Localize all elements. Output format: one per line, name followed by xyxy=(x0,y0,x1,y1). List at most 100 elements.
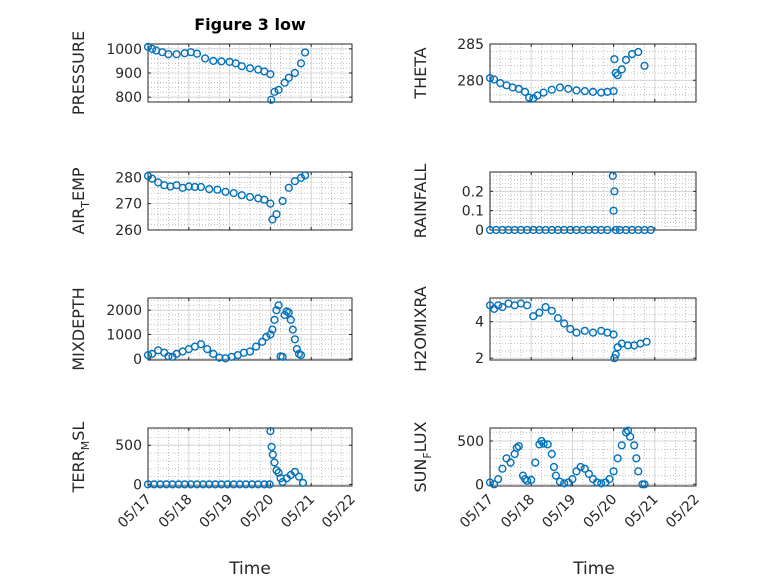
data-point xyxy=(634,47,643,57)
data-point xyxy=(292,345,302,354)
data-point xyxy=(630,441,639,450)
data-point xyxy=(609,330,618,339)
data-point xyxy=(621,55,631,65)
data-point xyxy=(485,478,495,487)
data-point xyxy=(502,454,511,463)
data-point xyxy=(527,475,536,485)
data-point xyxy=(237,62,246,71)
y-axis-label: TERRMSL xyxy=(69,422,92,494)
data-point xyxy=(592,478,602,487)
axes-box xyxy=(489,427,697,487)
data-point xyxy=(290,467,300,477)
data-point xyxy=(260,195,269,204)
data-point xyxy=(572,328,581,337)
data-point xyxy=(266,330,275,339)
data-point xyxy=(296,59,306,68)
data-point xyxy=(646,225,655,235)
data-point xyxy=(512,443,521,453)
axes-box xyxy=(489,297,697,361)
data-point xyxy=(196,340,206,349)
data-point xyxy=(237,191,246,200)
y-tick-label: 0.1 xyxy=(462,204,484,220)
data-point xyxy=(190,182,200,192)
data-point xyxy=(301,171,310,180)
y-tick-label: 0 xyxy=(475,223,484,239)
y-tick-label: 285 xyxy=(457,37,484,53)
axes-box xyxy=(147,427,353,487)
data-point xyxy=(205,185,214,194)
data-point xyxy=(520,87,530,97)
plot-area xyxy=(490,172,696,230)
y-tick-label: 1000 xyxy=(106,327,142,343)
data-point xyxy=(278,196,287,206)
data-point xyxy=(245,192,255,202)
data-point xyxy=(143,351,153,360)
data-point xyxy=(274,301,283,310)
data-point xyxy=(625,432,635,441)
data-point xyxy=(288,325,297,334)
y-axis-label: RAINFALL xyxy=(411,164,430,239)
axes-box xyxy=(489,43,697,103)
data-point xyxy=(268,325,277,334)
y-tick-label: 0 xyxy=(133,352,142,368)
data-point xyxy=(229,480,238,489)
axes-box xyxy=(147,297,353,361)
y-axis-label: SUNFLUX xyxy=(411,421,434,492)
data-point xyxy=(494,475,503,484)
data-point xyxy=(168,480,177,489)
data-point xyxy=(640,480,649,489)
data-point xyxy=(494,301,503,310)
data-point xyxy=(613,454,622,463)
data-point xyxy=(148,44,157,53)
y-tick-label: 280 xyxy=(457,73,484,89)
data-point xyxy=(603,225,612,235)
data-point xyxy=(524,93,534,102)
data-point xyxy=(584,469,594,479)
data-point xyxy=(272,466,281,475)
data-point xyxy=(245,347,255,356)
data-point xyxy=(588,87,598,97)
y-axis-label: THETA xyxy=(411,47,430,99)
data-point xyxy=(608,171,617,181)
data-point xyxy=(609,86,618,96)
data-point xyxy=(522,301,532,310)
data-point xyxy=(553,314,563,323)
data-point xyxy=(547,306,556,315)
data-point xyxy=(490,480,499,489)
data-point xyxy=(290,68,300,78)
data-point xyxy=(192,480,202,489)
data-point xyxy=(284,183,293,192)
data-point xyxy=(611,68,620,78)
data-point xyxy=(245,64,255,73)
y-tick-label: 4 xyxy=(475,315,484,331)
data-point xyxy=(560,479,569,488)
data-point xyxy=(597,479,606,488)
data-point xyxy=(588,328,598,337)
data-point xyxy=(294,472,304,481)
data-point xyxy=(192,49,202,58)
data-point xyxy=(213,185,222,194)
data-point xyxy=(547,85,556,94)
data-point xyxy=(270,458,279,467)
y-tick-label: 2 xyxy=(475,351,484,367)
y-tick-label: 280 xyxy=(115,170,142,186)
data-point xyxy=(284,308,293,317)
data-point xyxy=(270,87,279,96)
data-point xyxy=(148,174,157,183)
y-axis-label: MIXDEPTH xyxy=(69,287,88,370)
subplot-rainfall: 0 0.1 0.2 RAINFALL xyxy=(411,164,697,239)
x-axis-label-right: Time xyxy=(572,559,615,579)
data-point xyxy=(611,350,620,359)
data-point xyxy=(485,73,495,83)
data-point xyxy=(164,50,173,59)
y-axis-label-main: TERR xyxy=(69,450,88,493)
data-point xyxy=(621,428,631,437)
data-point xyxy=(143,480,153,489)
data-point xyxy=(254,480,263,489)
y-tick-label: 2000 xyxy=(106,303,142,319)
y-tick-label: 0 xyxy=(133,477,142,493)
y-axis-label: PRESSURE xyxy=(69,31,88,115)
data-point xyxy=(580,464,589,473)
data-point xyxy=(539,88,548,97)
